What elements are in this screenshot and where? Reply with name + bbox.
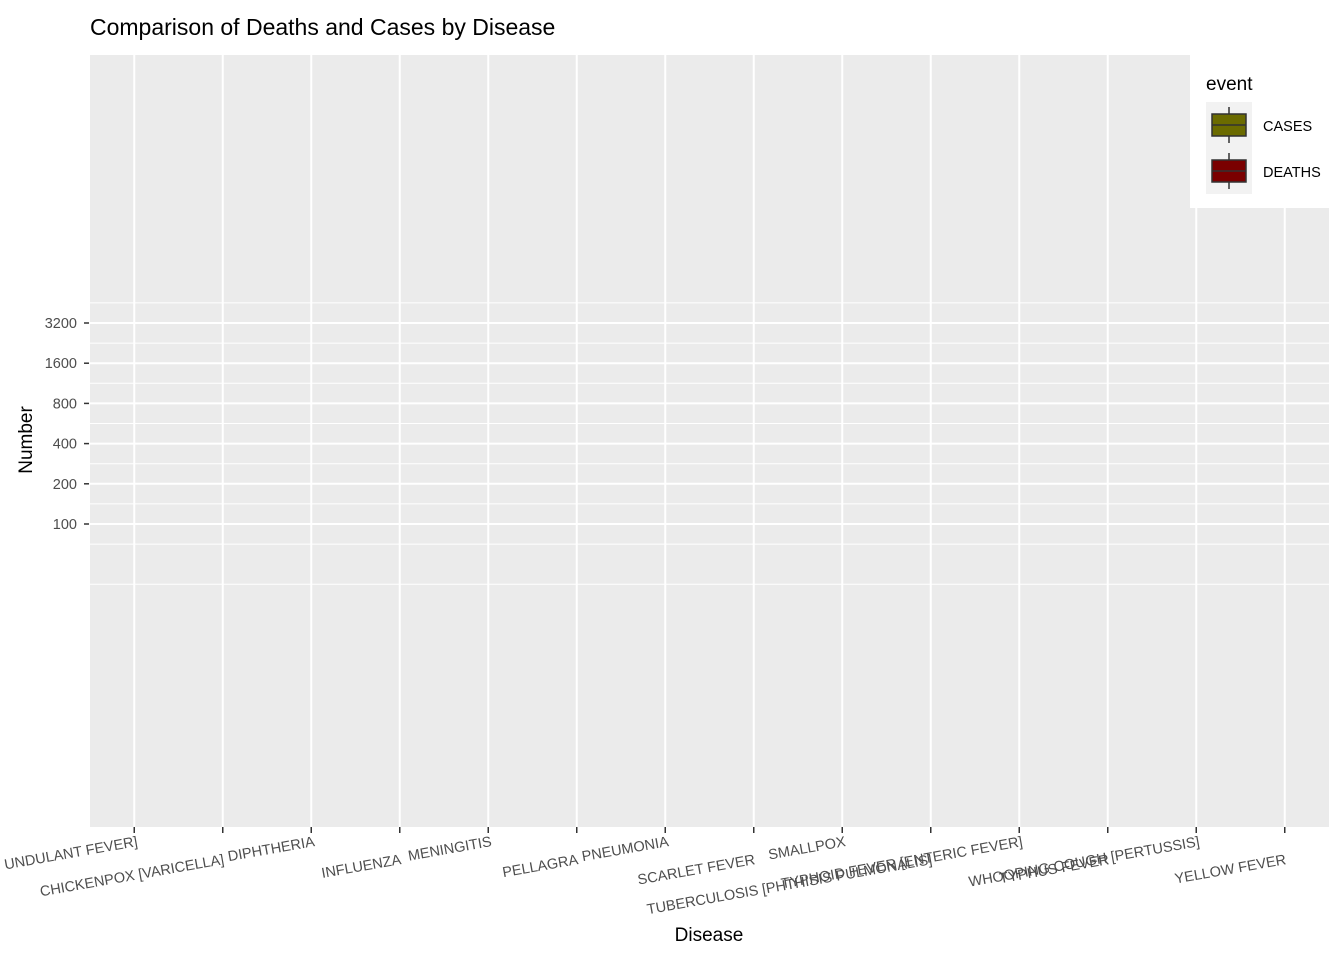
x-axis-title: Disease bbox=[675, 925, 744, 946]
chart-title: Comparison of Deaths and Cases by Diseas… bbox=[90, 14, 555, 40]
y-tick-label: 800 bbox=[53, 396, 77, 412]
grid-lines bbox=[90, 55, 1329, 827]
y-axis-title: Number bbox=[16, 406, 37, 474]
x-axis: UNDULANT FEVER]CHICKENPOX [VARICELLA]DIP… bbox=[3, 827, 1287, 918]
legend-title: event bbox=[1206, 74, 1253, 95]
y-tick-label: 100 bbox=[53, 517, 77, 533]
legend-item-cases: CASES bbox=[1206, 102, 1312, 148]
y-tick-label: 200 bbox=[53, 477, 77, 493]
y-tick-label: 3200 bbox=[45, 316, 77, 332]
legend-items: CASES DEATHS bbox=[1206, 102, 1321, 194]
x-tick-label: SMALLPOX bbox=[767, 834, 847, 863]
x-tick-label: UNDULANT FEVER] bbox=[3, 834, 139, 873]
plot-panel bbox=[90, 55, 1329, 827]
legend-item-deaths: DEATHS bbox=[1206, 148, 1321, 194]
legend-label: DEATHS bbox=[1263, 165, 1321, 181]
legend: event CASES DEATHS bbox=[1190, 55, 1329, 208]
x-tick-label: DIPHTHERIA bbox=[227, 834, 317, 865]
x-tick-label: INFLUENZA bbox=[320, 852, 402, 882]
x-tick-label: PELLAGRA bbox=[501, 852, 580, 881]
x-tick-label: YELLOW FEVER bbox=[1174, 852, 1288, 887]
y-tick-label: 400 bbox=[53, 437, 77, 453]
x-tick-label: SCARLET FEVER bbox=[636, 852, 756, 888]
x-tick-label: MENINGITIS bbox=[407, 834, 493, 864]
y-tick-label: 1600 bbox=[45, 356, 77, 372]
y-axis: 100 200 400 800 1600 3200 bbox=[45, 316, 89, 533]
legend-label: CASES bbox=[1263, 119, 1312, 135]
x-tick-label: PNEUMONIA bbox=[581, 834, 671, 865]
